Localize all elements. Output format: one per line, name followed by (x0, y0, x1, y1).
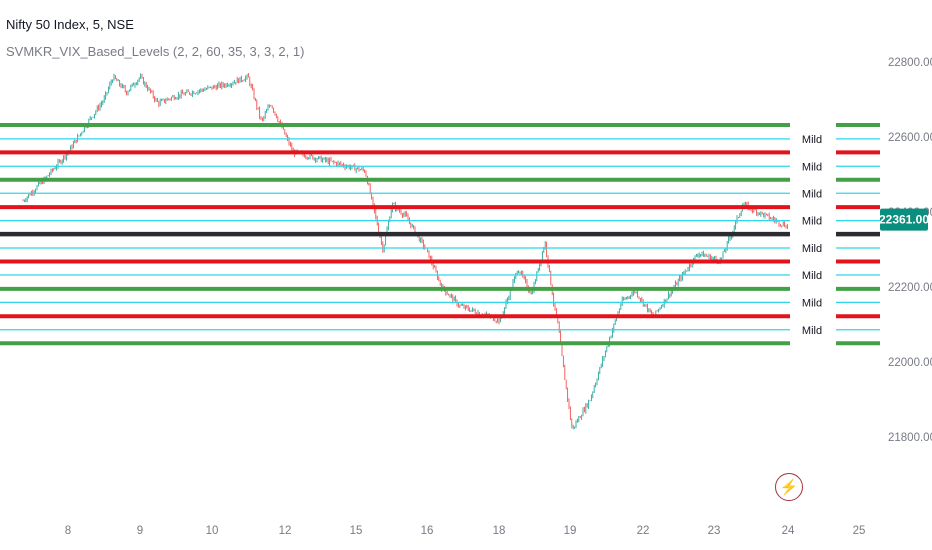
x-tick-label: 15 (350, 525, 363, 537)
level-label: Mild (802, 216, 822, 228)
level-label-bg (794, 185, 832, 202)
level-label-bg (794, 158, 832, 175)
x-tick-label: 25 (853, 525, 866, 537)
x-tick-label: 16 (421, 525, 434, 537)
level-label-bg (794, 267, 832, 283)
level-label: Mild (802, 134, 822, 146)
level-label: Mild (802, 325, 822, 337)
level-label-bg (794, 130, 832, 147)
lightning-icon[interactable]: ⚡ (775, 473, 803, 501)
level-label: Mild (802, 188, 822, 200)
x-tick-label: 8 (65, 525, 71, 537)
indicator-label[interactable]: SVMKR_VIX_Based_Levels (2, 2, 60, 35, 3,… (6, 44, 305, 59)
x-tick-label: 9 (137, 525, 143, 537)
x-tick-label: 18 (493, 525, 506, 537)
y-tick-label: 22600.00 (888, 132, 932, 144)
level-label-bg (794, 212, 832, 229)
y-tick-label: 22800.00 (888, 57, 932, 69)
level-label: Mild (802, 297, 822, 309)
x-tick-label: 22 (637, 525, 650, 537)
y-tick-label: 22200.00 (888, 282, 932, 294)
chart-title: Nifty 50 Index, 5, NSE (6, 17, 134, 32)
level-label-bg (794, 294, 832, 311)
x-tick-label: 23 (708, 525, 721, 537)
level-label-bg (794, 321, 832, 338)
y-tick-label: 21800.00 (888, 432, 932, 444)
level-label: Mild (802, 270, 822, 282)
last-price-label: 22361.00 (879, 213, 929, 227)
x-tick-label: 10 (206, 525, 219, 537)
y-tick-label: 22000.00 (888, 357, 932, 369)
last-price-tag (880, 208, 928, 231)
x-tick-label: 12 (279, 525, 292, 537)
x-tick-label: 19 (564, 525, 577, 537)
level-label: Mild (802, 161, 822, 173)
x-tick-label: 24 (782, 525, 795, 537)
level-label: Mild (802, 243, 822, 255)
level-label-bg (794, 240, 832, 256)
